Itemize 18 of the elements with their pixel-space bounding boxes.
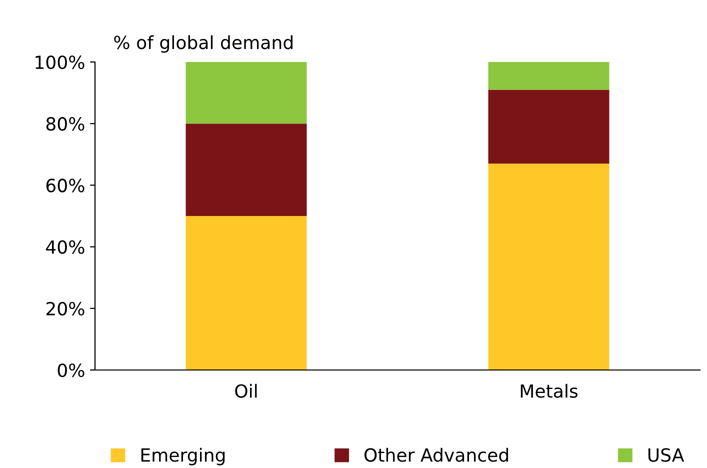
bar [488, 62, 610, 90]
legend-label: Other Advanced [364, 448, 508, 462]
legend-label: Emerging [141, 448, 225, 466]
y-axis-title: % of global demand [114, 35, 292, 53]
y-tick-label: 20% [46, 302, 84, 316]
legend-label: USA [648, 448, 684, 462]
x-tick-label: Metals [520, 384, 578, 398]
bar [488, 164, 610, 370]
y-tick-label: 60% [46, 178, 84, 192]
y-tick-label: 80% [46, 117, 84, 131]
y-tick-label: 0% [58, 363, 84, 378]
bar [186, 124, 307, 216]
bar [488, 90, 610, 164]
x-tick-label: Oil [235, 384, 257, 398]
bar [186, 62, 307, 124]
bar [186, 216, 307, 370]
y-tick-label: 40% [46, 240, 84, 254]
y-tick-label: 100% [36, 55, 84, 70]
